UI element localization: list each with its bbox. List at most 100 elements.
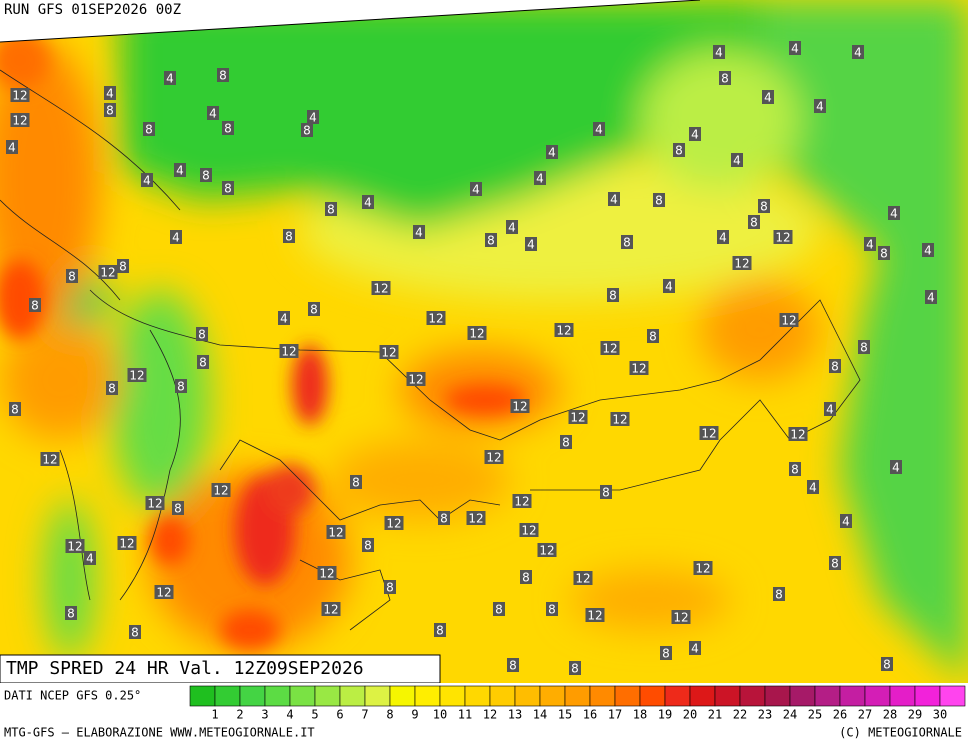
- contour-label-box: [493, 602, 505, 616]
- contour-label-box: [326, 525, 346, 539]
- contour-label: 4: [508, 221, 516, 235]
- contour-label: 4: [890, 207, 898, 221]
- contour-label: 4: [548, 146, 556, 160]
- colorbar-swatch: [814, 685, 841, 707]
- contour-label-box: [29, 298, 41, 312]
- colorbar-tick-label: 6: [336, 708, 343, 722]
- contour-label: 8: [224, 122, 232, 136]
- contour-label: 12: [612, 413, 627, 427]
- contour-label-box: [689, 641, 701, 655]
- contour-label-box: [814, 99, 826, 113]
- colorbar-swatch: [689, 685, 716, 707]
- contour-label-box: [10, 88, 30, 102]
- contour-label-box: [510, 399, 530, 413]
- contour-label-box: [307, 110, 319, 124]
- contour-label: 12: [428, 312, 443, 326]
- contour-label-box: [371, 281, 391, 295]
- contour-label-box: [878, 246, 890, 260]
- contour-label-box: [713, 45, 725, 59]
- colorbar-swatch: [239, 685, 266, 707]
- contour-label-box: [106, 381, 118, 395]
- contour-label-box: [196, 327, 208, 341]
- contour-label-box: [890, 460, 902, 474]
- contour-label: 8: [285, 230, 293, 244]
- contour-label-box: [829, 359, 841, 373]
- contour-label: 12: [281, 345, 296, 359]
- field-zone: [0, 260, 45, 340]
- contour-label: 12: [486, 451, 501, 465]
- contour-label-box: [789, 41, 801, 55]
- contour-label-box: [104, 103, 116, 117]
- map-field: [0, 0, 968, 683]
- contour-label-box: [406, 372, 426, 386]
- contour-label-box: [593, 122, 605, 136]
- contour-label-box: [569, 661, 581, 675]
- contour-label: 12: [328, 526, 343, 540]
- contour-label: 8: [67, 607, 75, 621]
- contour-label-box: [546, 602, 558, 616]
- contour-label-box: [362, 538, 374, 552]
- contour-label: 8: [219, 69, 227, 83]
- contour-label: 8: [310, 303, 318, 317]
- contour-label: 12: [587, 609, 602, 623]
- contour-label: 12: [119, 537, 134, 551]
- contour-label: 12: [695, 562, 710, 576]
- colorbar-swatch: [864, 685, 891, 707]
- contour-label-box: [852, 45, 864, 59]
- colorbar-tick-label: 27: [858, 708, 872, 722]
- contour-label: 4: [715, 46, 723, 60]
- contour-label: 4: [143, 174, 151, 188]
- contour-label: 12: [12, 114, 27, 128]
- footer-left: MTG-GFS — ELABORAZIONE WWW.METEOGIORNALE…: [4, 726, 315, 740]
- contour-label-box: [174, 163, 186, 177]
- contour-label-box: [773, 587, 785, 601]
- contour-label-box: [200, 168, 212, 182]
- contour-label: 8: [177, 380, 185, 394]
- contour-label-box: [719, 71, 731, 85]
- contour-label: 4: [809, 481, 817, 495]
- contour-label-box: [9, 402, 21, 416]
- contour-label-box: [379, 345, 399, 359]
- contour-label: 8: [131, 626, 139, 640]
- contour-label-box: [172, 501, 184, 515]
- contour-label-box: [773, 230, 793, 244]
- contour-label-box: [663, 279, 675, 293]
- contour-label: 12: [602, 342, 617, 356]
- contour-label: 8: [609, 289, 617, 303]
- colorbar-swatch: [514, 685, 541, 707]
- title-box: [0, 654, 441, 684]
- contour-label-box: [568, 410, 588, 424]
- contour-label-box: [470, 182, 482, 196]
- contour-label-box: [141, 173, 153, 187]
- field-zone: [330, 440, 510, 520]
- contour-label-box: [824, 402, 836, 416]
- contour-label-box: [779, 313, 799, 327]
- contour-label-box: [308, 302, 320, 316]
- colorbar-swatch: [389, 685, 416, 707]
- colorbar-swatch: [664, 685, 691, 707]
- contour-label-box: [438, 511, 450, 525]
- contour-label: 12: [790, 428, 805, 442]
- contour-label: 8: [68, 270, 76, 284]
- contour-label-box: [211, 483, 231, 497]
- contour-label-box: [881, 657, 893, 671]
- colorbar-tick-label: 13: [508, 708, 522, 722]
- contour-label-box: [693, 561, 713, 575]
- colorbar-tick-label: 30: [933, 708, 947, 722]
- contour-label: 4: [927, 291, 935, 305]
- contour-label-box: [660, 646, 672, 660]
- contour-label: 8: [721, 72, 729, 86]
- contour-label: 8: [562, 436, 570, 450]
- contour-label: 12: [775, 231, 790, 245]
- contour-label-box: [607, 288, 619, 302]
- contour-label: 4: [924, 244, 932, 258]
- field-zone: [265, 465, 315, 515]
- colorbar-tick-label: 23: [758, 708, 772, 722]
- contour-label: 4: [691, 128, 699, 142]
- field-zone: [700, 280, 820, 380]
- contour-label: 12: [701, 427, 716, 441]
- footer-right: (C) METEOGIORNALE: [839, 726, 962, 740]
- colorbar-swatch: [939, 685, 966, 707]
